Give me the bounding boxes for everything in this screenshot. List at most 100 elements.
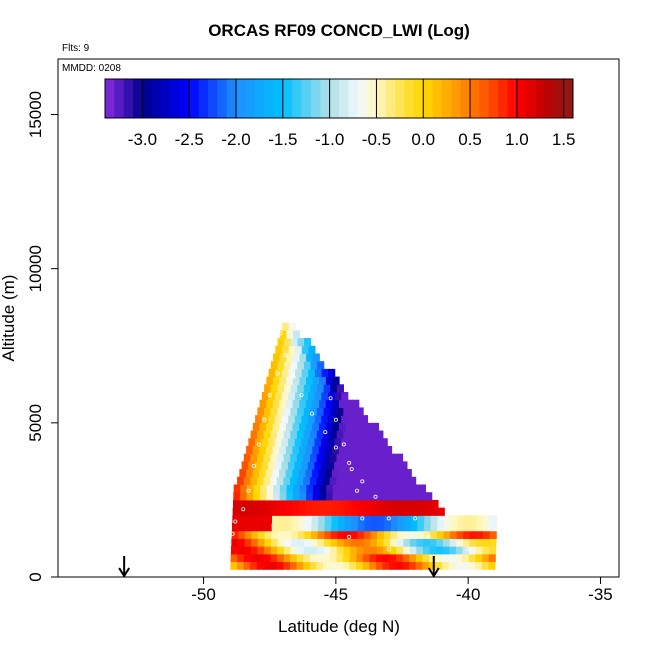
heatmap-cell <box>305 445 313 455</box>
heatmap-cell <box>378 469 386 478</box>
heatmap-cell <box>232 507 240 516</box>
heatmap-cell <box>450 515 458 524</box>
heatmap-cell <box>477 515 485 524</box>
heatmap-cell <box>288 368 296 378</box>
heatmap-cell <box>261 438 269 447</box>
heatmap-cell <box>259 499 267 509</box>
heatmap-cell <box>294 438 302 447</box>
y-tick-label: 15000 <box>26 91 45 138</box>
heatmap-cell <box>284 523 293 532</box>
heatmap-cell <box>285 507 293 516</box>
track-point <box>309 411 314 416</box>
heatmap-cell <box>295 368 303 378</box>
heatmap-cell <box>389 561 397 570</box>
heatmap-cell <box>294 392 303 401</box>
heatmap-cell <box>299 353 307 362</box>
track-point <box>283 352 288 357</box>
heatmap-cell <box>298 469 307 478</box>
heatmap-cell <box>304 523 312 532</box>
heatmap-cell <box>308 368 316 378</box>
heatmap-cell <box>297 538 305 547</box>
colorbar-segment <box>348 79 359 118</box>
heatmap-cell <box>417 515 425 524</box>
y-tick-label: 10000 <box>26 245 45 292</box>
heatmap-cell <box>372 484 380 493</box>
heatmap-cell <box>455 546 464 555</box>
heatmap-cell <box>252 499 260 509</box>
heatmap-cell <box>404 499 413 509</box>
colorbar-segment <box>189 79 199 118</box>
colorbar-segment <box>207 79 218 118</box>
heatmap-cell <box>345 499 353 509</box>
heatmap-cell <box>266 376 274 385</box>
heatmap-cell <box>299 422 307 432</box>
heatmap-cell <box>283 384 292 393</box>
heatmap-cell <box>376 553 384 563</box>
heatmap-cell <box>436 530 444 539</box>
heatmap-cell <box>489 530 497 539</box>
colorbar-segment <box>310 79 321 118</box>
heatmap-cell <box>490 523 498 532</box>
heatmap-cell <box>437 507 445 516</box>
heatmap-cell <box>367 438 375 447</box>
heatmap-cell <box>327 415 335 424</box>
heatmap-cell <box>371 507 379 516</box>
heatmap-cell <box>399 484 407 493</box>
heatmap-cell <box>318 515 326 524</box>
heatmap-cell <box>352 499 360 509</box>
heatmap-cell <box>268 368 276 378</box>
heatmap-cell <box>382 476 390 485</box>
heatmap-cell <box>246 484 254 493</box>
heatmap-cell <box>305 507 313 516</box>
heatmap-cell <box>274 461 282 470</box>
heatmap-cell <box>385 445 393 455</box>
heatmap-cell <box>261 461 269 470</box>
colorbar-segment <box>320 79 331 118</box>
heatmap-cell <box>342 476 351 485</box>
heatmap-cell <box>248 461 256 470</box>
heatmap-cell <box>423 523 431 532</box>
heatmap-cell <box>365 469 373 478</box>
heatmap-cell <box>259 445 267 455</box>
heatmap-cell <box>371 469 379 478</box>
heatmap-cell <box>351 507 359 516</box>
heatmap-cell <box>328 368 336 378</box>
heatmap-cell <box>378 507 386 516</box>
heatmap-cell <box>239 469 247 478</box>
heatmap-cell <box>450 523 458 532</box>
heatmap-cell <box>356 407 364 416</box>
heatmap-cell <box>449 546 457 555</box>
heatmap-cell <box>294 415 302 424</box>
heatmap-cell <box>265 515 273 524</box>
heatmap-cell <box>391 469 399 478</box>
heatmap-cell <box>311 515 319 524</box>
heatmap-cell <box>232 499 241 509</box>
colorbar-segment <box>105 79 115 118</box>
heatmap-cell <box>319 422 327 432</box>
heatmap-cell <box>252 515 260 524</box>
heatmap-cell <box>296 430 305 439</box>
heatmap-cell <box>411 507 419 516</box>
heatmap-cell <box>362 453 371 462</box>
heatmap-cell <box>358 499 366 509</box>
heatmap-cell <box>380 438 388 447</box>
heatmap-cell <box>360 438 368 447</box>
heatmap-cell <box>323 476 331 485</box>
heatmap-cell <box>286 353 294 362</box>
heatmap-cell <box>254 438 263 447</box>
heatmap-cell <box>314 438 322 447</box>
heatmap-cell <box>282 322 290 331</box>
heatmap-cell <box>258 523 266 532</box>
heatmap-cell <box>291 523 299 532</box>
heatmap-cell <box>321 368 329 378</box>
track-point <box>257 442 262 447</box>
heatmap-cell <box>490 515 498 524</box>
heatmap-cell <box>290 407 298 416</box>
heatmap-cell <box>301 368 309 378</box>
colorbar-segment <box>236 79 246 118</box>
heatmap-cell <box>430 523 438 532</box>
heatmap-cell <box>475 561 483 570</box>
heatmap-cell <box>239 499 247 509</box>
heatmap-cell <box>431 507 439 516</box>
colorbar-segment <box>479 79 490 118</box>
